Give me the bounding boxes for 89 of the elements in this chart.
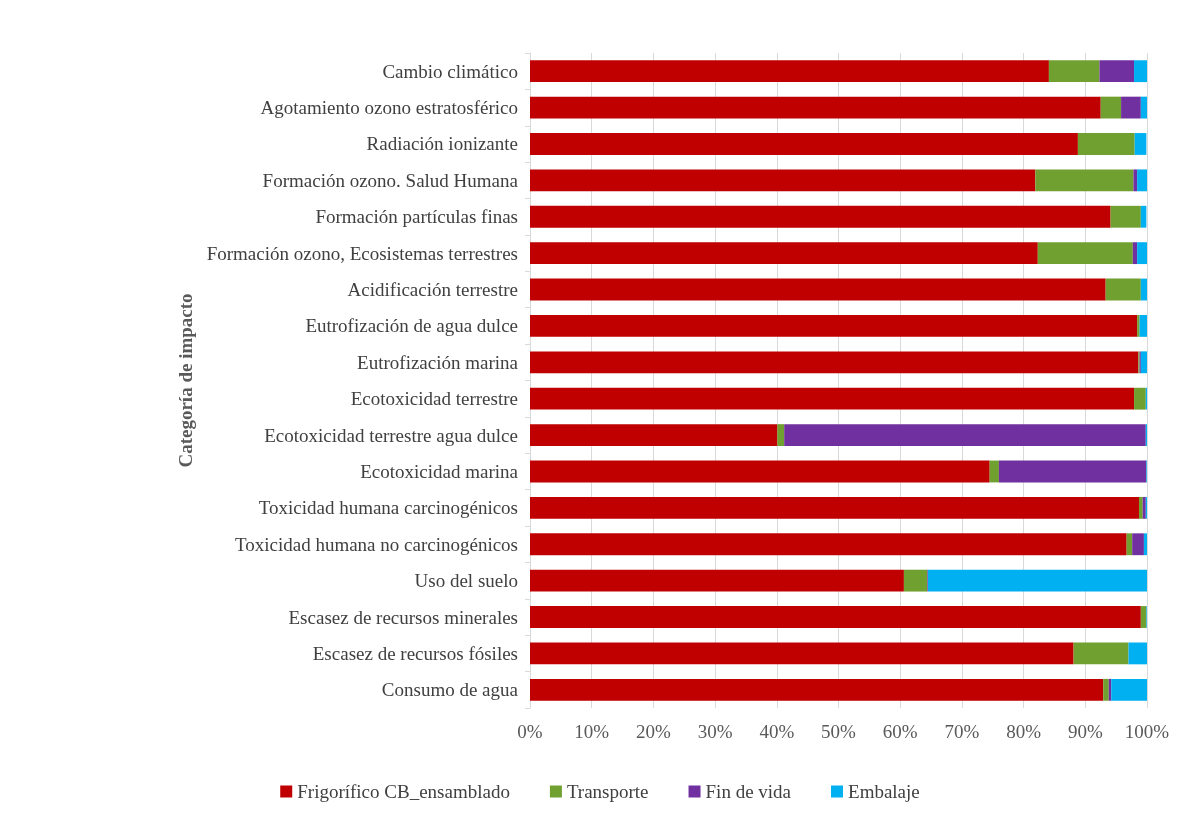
bar bbox=[1110, 205, 1141, 228]
bar bbox=[530, 205, 1111, 228]
y-tick-label: Cambio climático bbox=[382, 60, 518, 82]
bar bbox=[1140, 606, 1147, 628]
legend-label: Embalaje bbox=[848, 781, 920, 802]
bar bbox=[1134, 133, 1147, 155]
bar bbox=[1140, 351, 1147, 374]
bar bbox=[1111, 678, 1147, 701]
bar bbox=[998, 460, 1147, 483]
y-tick-label: Eutrofización de agua dulce bbox=[305, 315, 518, 337]
bar bbox=[1073, 642, 1129, 665]
y-tick-label: Consumo de agua bbox=[381, 679, 519, 701]
bar bbox=[530, 533, 1127, 556]
bar bbox=[1137, 315, 1140, 337]
y-tick-label: Uso del suelo bbox=[414, 570, 518, 592]
bar bbox=[1132, 533, 1144, 556]
bar bbox=[903, 569, 928, 592]
x-tick-label: 30% bbox=[697, 721, 733, 742]
bar bbox=[1139, 315, 1147, 337]
y-tick-label: Ecotoxicidad terrestre agua dulce bbox=[264, 424, 518, 446]
bar bbox=[1140, 278, 1147, 301]
y-tick-label: Ecotoxicidad marina bbox=[360, 460, 519, 482]
x-tick-label: 40% bbox=[759, 721, 795, 742]
y-tick-label: Toxicidad humana no carcinogénicos bbox=[234, 533, 518, 555]
bar bbox=[1121, 96, 1141, 119]
y-axis-title: Categoría de impacto bbox=[175, 293, 196, 468]
bar bbox=[777, 424, 785, 446]
x-tick-label: 90% bbox=[1067, 721, 1103, 742]
y-tick-label: Radiación ionizante bbox=[366, 133, 518, 155]
bar bbox=[530, 460, 990, 483]
bar bbox=[530, 60, 1049, 83]
bar bbox=[1035, 169, 1134, 192]
x-tick-label: 60% bbox=[882, 721, 918, 742]
y-tick-label: Formación partículas finas bbox=[315, 206, 518, 228]
y-tick-label: Agotamiento ozono estratosférico bbox=[260, 97, 518, 119]
bar bbox=[1048, 60, 1100, 83]
bar bbox=[1037, 242, 1133, 265]
bar bbox=[1105, 278, 1141, 301]
bar bbox=[530, 387, 1135, 410]
x-tick-label: 100% bbox=[1124, 721, 1170, 742]
y-tick-label: Escasez de recursos minerales bbox=[288, 606, 518, 628]
bar bbox=[1143, 533, 1147, 556]
bar bbox=[1134, 60, 1147, 83]
bar bbox=[530, 133, 1078, 155]
legend-label: Transporte bbox=[566, 781, 649, 802]
bar bbox=[530, 242, 1038, 265]
bar bbox=[530, 569, 904, 592]
y-tick-label: Eutrofización marina bbox=[357, 351, 519, 373]
x-tick-label: 20% bbox=[635, 721, 671, 742]
x-tick-label: 10% bbox=[574, 721, 610, 742]
y-tick-label: Ecotoxicidad terrestre bbox=[350, 388, 518, 410]
y-tick-label: Acidificación terrestre bbox=[347, 279, 518, 301]
x-tick-label: 80% bbox=[1006, 721, 1042, 742]
bar bbox=[1140, 205, 1147, 228]
bar bbox=[1077, 133, 1135, 155]
legend-label: Fin de vida bbox=[705, 781, 792, 802]
bar bbox=[1134, 387, 1146, 410]
bar bbox=[1137, 242, 1147, 265]
bar bbox=[927, 569, 1147, 592]
bar bbox=[1140, 96, 1147, 119]
bar bbox=[530, 606, 1141, 628]
bar bbox=[530, 642, 1074, 665]
y-tick-label: Toxicidad humana carcinogénicos bbox=[258, 497, 518, 519]
bar bbox=[530, 96, 1101, 119]
bar bbox=[1133, 169, 1138, 192]
bar bbox=[530, 169, 1036, 192]
bar bbox=[1099, 60, 1135, 83]
x-tick-label: 70% bbox=[944, 721, 980, 742]
bar bbox=[1138, 496, 1143, 519]
bar bbox=[530, 424, 778, 446]
x-tick-label: 50% bbox=[821, 721, 857, 742]
legend-label: Frigorífico CB_ensamblado bbox=[297, 781, 510, 802]
bar bbox=[1103, 678, 1109, 701]
bar bbox=[530, 315, 1138, 337]
y-tick-label: Escasez de recursos fósiles bbox=[312, 642, 518, 664]
bar bbox=[1128, 642, 1147, 665]
bar bbox=[1126, 533, 1133, 556]
bar bbox=[530, 351, 1139, 374]
bar bbox=[1137, 169, 1147, 192]
y-tick-label: Formación ozono. Salud Humana bbox=[262, 169, 519, 191]
bar bbox=[530, 678, 1104, 701]
bar bbox=[989, 460, 999, 483]
bar bbox=[1132, 242, 1138, 265]
x-tick-label: 0% bbox=[517, 721, 543, 742]
bar bbox=[1100, 96, 1122, 119]
y-tick-label: Formación ozono, Ecosistemas terrestres bbox=[206, 242, 518, 264]
bar bbox=[530, 496, 1139, 519]
bar bbox=[784, 424, 1146, 446]
bar bbox=[530, 278, 1106, 301]
